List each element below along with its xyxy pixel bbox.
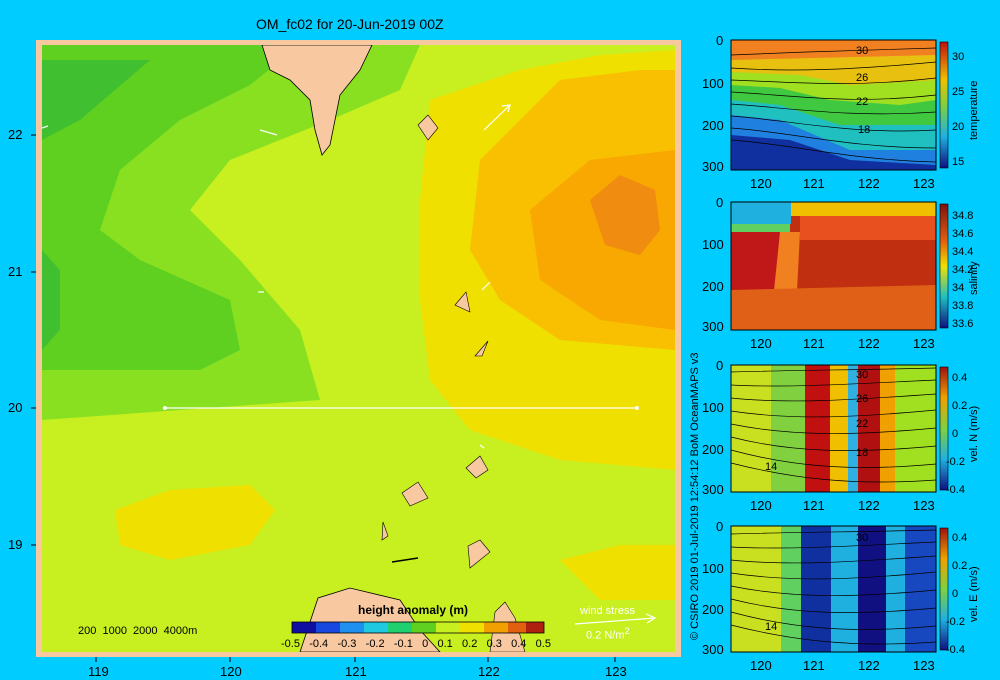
salinity-label: salinity bbox=[968, 261, 980, 295]
cbar-tick: 34.8 bbox=[952, 210, 974, 222]
colorbar-title: height anomaly (m) bbox=[358, 603, 469, 617]
panel-ytick: 200 bbox=[702, 118, 724, 133]
map-xtick: 123 bbox=[605, 664, 627, 679]
cbar-tick: 30 bbox=[952, 51, 965, 63]
cbar-tick: 0.4 bbox=[952, 532, 968, 544]
panel-ytick: 200 bbox=[702, 442, 724, 457]
map-ytick: 19 bbox=[8, 537, 23, 552]
panel-ytick: 300 bbox=[702, 482, 724, 497]
panel-ytick: 100 bbox=[702, 76, 724, 91]
cbar-tick: 0 bbox=[952, 588, 959, 600]
temperature-label: temperature bbox=[968, 80, 980, 140]
panel-xtick: 120 bbox=[750, 336, 772, 351]
cbar-tick: -0.4 bbox=[946, 644, 965, 656]
cbar-tick: 15 bbox=[952, 156, 965, 168]
panel-ytick: 200 bbox=[702, 602, 724, 617]
panel-xtick: 120 bbox=[750, 658, 772, 673]
wind-stress-title: wind stress bbox=[580, 605, 636, 617]
map-xtick: 119 bbox=[88, 664, 109, 679]
cbar-tick: 33.8 bbox=[952, 300, 974, 312]
panel-xtick: 121 bbox=[803, 176, 825, 191]
luzon-landmass bbox=[299, 587, 441, 652]
cbar-tick: 34.6 bbox=[952, 228, 974, 240]
panel-ytick: 100 bbox=[702, 400, 724, 415]
map-xtick: 121 bbox=[345, 664, 367, 679]
panel-ytick: 0 bbox=[716, 358, 724, 373]
salinity-panel bbox=[730, 201, 949, 331]
cbar-tick: 0.2 bbox=[952, 560, 968, 572]
contour-label: 22 bbox=[856, 418, 869, 430]
panel-ytick: 200 bbox=[702, 279, 724, 294]
cbar-tick: 34 bbox=[952, 282, 965, 294]
cbar-tick: 0 bbox=[952, 428, 959, 440]
panel-ytick: 0 bbox=[716, 519, 724, 534]
wind-stress-scale: 0.2 N/m2 bbox=[586, 626, 630, 642]
contour-label: 18 bbox=[858, 124, 871, 136]
cbar-tick: 34.2 bbox=[952, 264, 974, 276]
taiwan-landmass bbox=[261, 45, 373, 156]
panel-ytick: 300 bbox=[702, 642, 724, 657]
contour-label: 26 bbox=[856, 72, 869, 84]
map-title: OM_fc02 for 20-Jun-2019 00Z bbox=[256, 16, 444, 32]
panel-xtick: 123 bbox=[913, 658, 935, 673]
panel-ytick: 0 bbox=[716, 195, 724, 210]
map-ytick: 22 bbox=[8, 127, 23, 142]
map-ytick: 21 bbox=[8, 264, 23, 279]
panel-ytick: 300 bbox=[702, 319, 724, 334]
panel-xtick: 121 bbox=[803, 498, 825, 513]
temperature-panel bbox=[730, 39, 949, 171]
map-xtick: 120 bbox=[220, 664, 242, 679]
contour-label: 30 bbox=[856, 369, 869, 381]
cbar-tick: 25 bbox=[952, 86, 965, 98]
panel-ytick: 300 bbox=[702, 159, 724, 174]
panel-xtick: 120 bbox=[750, 176, 772, 191]
vel-n-panel bbox=[730, 364, 949, 493]
wind-arrows bbox=[42, 104, 511, 449]
panel-xtick: 121 bbox=[803, 658, 825, 673]
map-ytick: 20 bbox=[8, 400, 23, 415]
cbar-tick: 0.2 bbox=[952, 400, 968, 412]
map-xtick: 122 bbox=[478, 664, 500, 679]
vel-e-panel bbox=[730, 525, 949, 653]
depth-legend: 200 1000 2000 4000m bbox=[78, 625, 198, 637]
cbar-tick: 0.4 bbox=[952, 372, 968, 384]
panel-xtick: 122 bbox=[858, 336, 880, 351]
vel-e-label: vel. E (m/s) bbox=[968, 566, 980, 622]
vel-n-label: vel. N (m/s) bbox=[968, 405, 980, 462]
contour-label: 14 bbox=[765, 461, 778, 473]
panel-xtick: 122 bbox=[858, 658, 880, 673]
panel-xtick: 122 bbox=[858, 176, 880, 191]
contour-label: 30 bbox=[856, 532, 869, 544]
contour-label: 18 bbox=[856, 447, 869, 459]
anomaly-colorbar bbox=[291, 621, 545, 634]
wind-scale-arrow bbox=[574, 617, 656, 625]
contour-label: 22 bbox=[856, 96, 869, 108]
panel-xtick: 123 bbox=[913, 498, 935, 513]
cbar-tick: 20 bbox=[952, 121, 965, 133]
panel-xtick: 122 bbox=[858, 498, 880, 513]
contour-label: 26 bbox=[856, 393, 869, 405]
panel-xtick: 123 bbox=[913, 176, 935, 191]
cbar-tick: -0.2 bbox=[946, 456, 965, 468]
cbar-tick: -0.4 bbox=[946, 484, 965, 496]
contour-label: 30 bbox=[856, 45, 869, 57]
cbar-tick: -0.2 bbox=[946, 616, 965, 628]
colorbar-ticks: -0.5 -0.4 -0.3 -0.2 -0.1 0 0.1 0.2 0.3 0.4 0.5 bbox=[281, 638, 551, 650]
panel-ytick: 100 bbox=[702, 561, 724, 576]
panel-ytick: 0 bbox=[716, 33, 724, 48]
panel-xtick: 123 bbox=[913, 336, 935, 351]
cbar-tick: 34.4 bbox=[952, 246, 974, 258]
panel-xtick: 120 bbox=[750, 498, 772, 513]
contour-label: 14 bbox=[765, 621, 778, 633]
cbar-tick: 33.6 bbox=[952, 318, 974, 330]
panel-ytick: 100 bbox=[702, 237, 724, 252]
panel-xtick: 121 bbox=[803, 336, 825, 351]
